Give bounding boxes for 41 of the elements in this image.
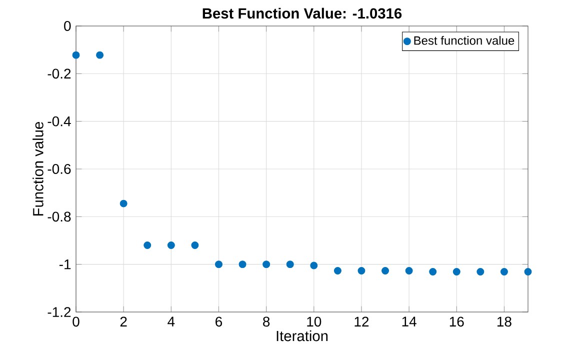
y-tick-label: -0.2 [48,68,71,79]
point [310,262,318,270]
point [72,51,80,59]
point [144,242,152,249]
y-tick-label: -0.6 [48,164,71,174]
point [191,242,199,249]
point [238,260,246,268]
point [215,260,222,268]
x-tick-label: 8 [263,316,270,327]
point [429,268,437,276]
point [358,267,366,274]
y-tick-label: -1.2 [48,307,71,317]
point [167,242,175,249]
x-tick-label: 6 [216,316,222,327]
y-axis-title: Function value [32,122,44,216]
point [476,268,484,276]
x-tick-label: 4 [168,316,175,326]
point [405,267,413,274]
y-tick-label: -1 [59,260,71,270]
x-tick-label: 0 [72,316,80,327]
x-tick-label: 14 [402,316,416,326]
point [500,268,508,276]
y-tick-label: -0.4 [48,116,71,126]
x-axis-title: Iteration [276,330,328,342]
x-tick-label: 18 [497,316,512,327]
point [286,260,294,268]
point [524,268,532,276]
legend-label: Best function value [414,36,514,45]
point [382,267,390,274]
point [262,260,270,268]
y-tick-label: -0.8 [48,212,71,222]
x-tick-label: 16 [450,316,464,327]
x-tick-label: 12 [354,316,369,326]
x-tick-label: 2 [120,316,127,326]
point [334,267,342,274]
x-tick-label: 10 [307,316,322,327]
y-tick-label: 0 [64,21,71,31]
point [452,268,460,276]
point [120,200,128,208]
chart-title: Best Function Value: -1.0316 [202,8,402,19]
point [96,51,104,59]
